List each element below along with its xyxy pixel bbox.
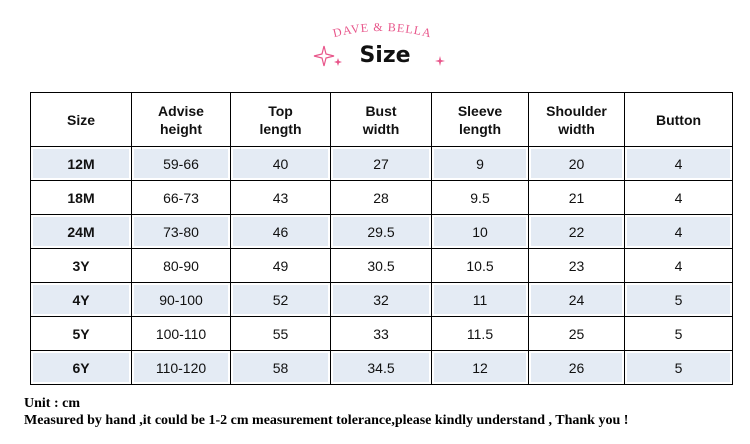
table-row: 6Y 110-120 58 34.5 12 26 5 bbox=[30, 350, 733, 385]
table-cell: 4 bbox=[624, 214, 733, 249]
table-cell: 90-100 bbox=[131, 282, 231, 317]
table-cell: 110-120 bbox=[131, 350, 231, 385]
title: Size bbox=[359, 43, 410, 68]
table-cell: 32 bbox=[330, 282, 432, 317]
column-header-text: Size bbox=[66, 111, 95, 128]
table-cell: 46 bbox=[230, 214, 331, 249]
table-cell: 11.5 bbox=[431, 316, 529, 351]
table-cell: 12M bbox=[30, 146, 132, 181]
sparkle bbox=[334, 58, 342, 66]
header-row: Size Advise height Top length Bust width Sle… bbox=[30, 92, 733, 147]
table-cell: 100-110 bbox=[131, 316, 231, 351]
table-row: 18M 66-73 43 28 9.5 21 4 bbox=[30, 180, 733, 215]
size-table: Size Advise height Top length Bust width Sle… bbox=[30, 92, 733, 385]
column-header: Button bbox=[624, 92, 733, 147]
table-cell: 25 bbox=[528, 316, 625, 351]
table-cell: 21 bbox=[528, 180, 625, 215]
table-cell: 5 bbox=[624, 282, 733, 317]
table-cell: 24 bbox=[528, 282, 625, 317]
column-header: Size bbox=[30, 92, 132, 147]
column-header: Shoulder width bbox=[528, 92, 625, 147]
column-header-text: Bust width bbox=[362, 102, 400, 137]
table-cell: 22 bbox=[528, 214, 625, 249]
table-cell: 11 bbox=[431, 282, 529, 317]
header: DAVE & BELLA Size bbox=[313, 20, 445, 68]
table-cell: 49 bbox=[230, 248, 331, 283]
table-cell: 55 bbox=[230, 316, 331, 351]
table-cell: 4Y bbox=[30, 282, 132, 317]
table-cell: 30.5 bbox=[330, 248, 432, 283]
sparkle bbox=[435, 56, 445, 66]
table-cell: 4 bbox=[624, 248, 733, 283]
column-header: Advise height bbox=[131, 92, 231, 147]
table-cell: 10.5 bbox=[431, 248, 529, 283]
table-cell: 58 bbox=[230, 350, 331, 385]
table-cell: 80-90 bbox=[131, 248, 231, 283]
table-cell: 4 bbox=[624, 146, 733, 181]
column-header: Bust width bbox=[330, 92, 432, 147]
table-cell: 3Y bbox=[30, 248, 132, 283]
tolerance-note: Measured by hand ,it could be 1-2 cm mea… bbox=[24, 413, 629, 428]
table-row: 3Y 80-90 49 30.5 10.5 23 4 bbox=[30, 248, 733, 283]
table-cell: 43 bbox=[230, 180, 331, 215]
table-cell: 34.5 bbox=[330, 350, 432, 385]
table-cell: 27 bbox=[330, 146, 432, 181]
table-cell: 26 bbox=[528, 350, 625, 385]
unit-note: Unit : cm bbox=[24, 396, 80, 411]
table-cell: 59-66 bbox=[131, 146, 231, 181]
column-header: Sleeve length bbox=[431, 92, 529, 147]
table-row: 24M 73-80 46 29.5 10 22 4 bbox=[30, 214, 733, 249]
table-cell: 23 bbox=[528, 248, 625, 283]
table-cell: 5 bbox=[624, 316, 733, 351]
table-cell: 66-73 bbox=[131, 180, 231, 215]
table-row: 5Y 100-110 55 33 11.5 25 5 bbox=[30, 316, 733, 351]
table-cell: 5 bbox=[624, 350, 733, 385]
table-cell: 28 bbox=[330, 180, 432, 215]
table-row: 12M 59-66 40 27 9 20 4 bbox=[30, 146, 733, 181]
table-cell: 9 bbox=[431, 146, 529, 181]
column-header-text: Top length bbox=[259, 102, 302, 137]
sparkle bbox=[313, 45, 335, 67]
table-cell: 40 bbox=[230, 146, 331, 181]
table-cell: 20 bbox=[528, 146, 625, 181]
table-cell: 73-80 bbox=[131, 214, 231, 249]
table-cell: 6Y bbox=[30, 350, 132, 385]
table-cell: 12 bbox=[431, 350, 529, 385]
table-cell: 4 bbox=[624, 180, 733, 215]
brand: DAVE & BELLA bbox=[331, 20, 433, 40]
table-cell: 18M bbox=[30, 180, 132, 215]
table-row: 4Y 90-100 52 32 11 24 5 bbox=[30, 282, 733, 317]
table-cell: 5Y bbox=[30, 316, 132, 351]
table-cell: 24M bbox=[30, 214, 132, 249]
column-header-text: Shoulder width bbox=[546, 102, 607, 137]
column-header-text: Advise height bbox=[158, 102, 204, 137]
table-cell: 29.5 bbox=[330, 214, 432, 249]
column-header-text: Sleeve length bbox=[457, 102, 503, 137]
table-cell: 33 bbox=[330, 316, 432, 351]
table-cell: 52 bbox=[230, 282, 331, 317]
column-header: Top length bbox=[230, 92, 331, 147]
table-cell: 10 bbox=[431, 214, 529, 249]
column-header-text: Button bbox=[655, 111, 702, 128]
table-cell: 9.5 bbox=[431, 180, 529, 215]
